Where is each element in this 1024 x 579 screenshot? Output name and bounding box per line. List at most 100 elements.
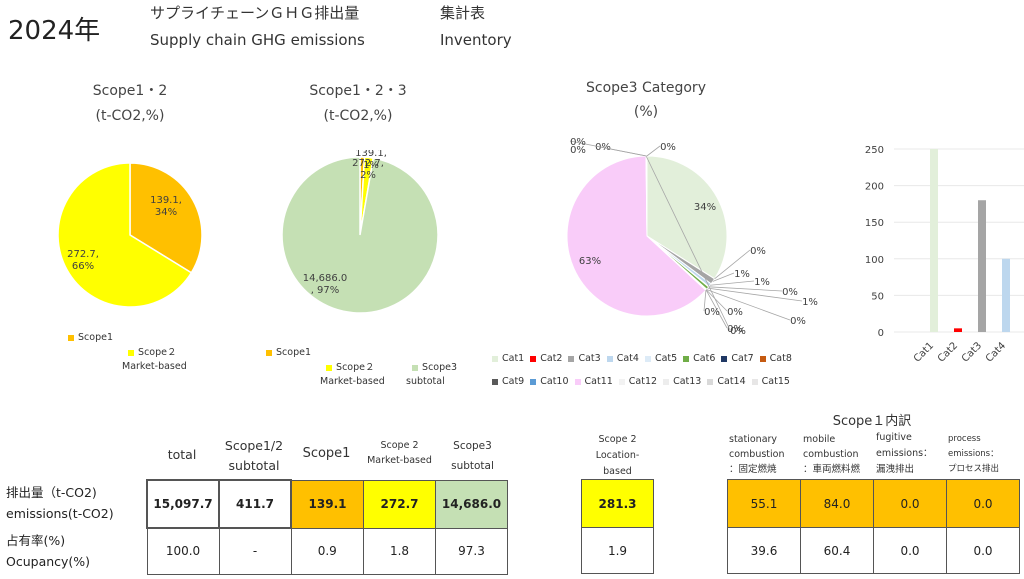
legend-item-cat1: Cat1 — [492, 349, 524, 369]
pie-label-1: 272.7, 2% — [352, 158, 384, 181]
pie-label-0-line: 1% — [363, 160, 379, 171]
chart3-title: Scope3 Category — [586, 80, 706, 96]
scope1-breakdown-table: 55.1 84.0 0.0 0.0 39.6 60.4 0.0 0.0 — [727, 479, 1020, 574]
category-label-cat5-line: 0% — [782, 287, 798, 298]
legend-item-cat2: Cat2 — [530, 349, 562, 369]
pie-label-1-line: 66% — [72, 261, 94, 272]
cell-scope12-emissions: 411.7 — [218, 479, 292, 529]
title-en: Supply chain GHG emissions — [150, 31, 365, 49]
leader-line — [705, 289, 728, 329]
sheet-en: Inventory — [440, 31, 512, 49]
leader-line — [646, 145, 661, 157]
legend-label: Scope1 — [276, 347, 311, 358]
legend-swatch — [326, 364, 333, 371]
legend-item-cat12: Cat12 — [618, 372, 657, 392]
legend-item-cat10: Cat10 — [530, 372, 569, 392]
pie-label-2: 14,686.0, 97% — [303, 273, 348, 296]
leader-line — [705, 289, 728, 312]
category-label-cat8-line: 0% — [727, 307, 743, 318]
pie-slice-1 — [57, 162, 193, 308]
category-label-cat14: 0% — [570, 137, 586, 148]
legend-label: Cat4 — [616, 353, 639, 364]
pie-label-0: 139.1, 1% — [355, 150, 387, 171]
legend-item-cat3: Cat3 — [568, 349, 601, 369]
x-tick-label: Cat3 — [960, 340, 984, 364]
header-process: process emissions： プロセス排出 — [948, 434, 1000, 474]
legend-item-cat11: Cat11 — [574, 372, 613, 392]
legend-label: Cat13 — [673, 376, 702, 387]
chart2-legend-scope2: Scope２ Market-based — [320, 347, 385, 389]
legend-swatch — [606, 355, 613, 362]
row-label-emissions-en: emissions(t-CO2) — [6, 506, 114, 521]
category-label-cat4-line: 1% — [754, 277, 770, 288]
legend-label: Cat6 — [693, 353, 716, 364]
cell-scope3-occupancy: 97.3 — [435, 527, 508, 575]
x-tick-label: Cat1 — [912, 340, 936, 364]
cell-scope2-occupancy: 1.8 — [363, 527, 436, 575]
legend-item-cat4: Cat4 — [606, 349, 639, 369]
leader-line — [703, 290, 707, 312]
leader-line — [569, 140, 647, 157]
category-label-cat15: 0% — [660, 142, 676, 153]
category-label-cat5: 0% — [782, 287, 798, 298]
chart2-pie: 139.1, 1%272.7, 2% 14,686.0, 97% — [281, 150, 439, 314]
cell-mobile-occupancy: 60.4 — [800, 527, 874, 574]
legend-swatch — [530, 355, 537, 362]
chart1-legend-scope2: Scope２ Market-based — [122, 332, 187, 374]
legend-label: Scope２ Market-based — [122, 347, 187, 372]
category-label-cat10: 0% — [704, 307, 720, 318]
breakdown-occupancy-row: 39.6 60.4 0.0 0.0 — [727, 527, 1020, 574]
location-occupancy-row: 1.9 — [581, 527, 654, 574]
y-tick-label: 250 — [865, 145, 884, 156]
cell-scope1-emissions: 139.1 — [290, 479, 364, 529]
category-label-cat11: 63% — [579, 256, 601, 267]
cell-process-emissions: 0.0 — [946, 479, 1020, 528]
legend-swatch — [707, 378, 714, 385]
category-label-cat11-line: 63% — [579, 256, 601, 267]
chart3-legend: Cat1 Cat2 Cat3 Cat4 Cat5 Cat6 Cat7 Cat8 Cat9 Cat1… — [492, 346, 802, 392]
legend-label: Cat7 — [731, 353, 754, 364]
leader-line — [708, 286, 783, 292]
leader-line — [710, 280, 755, 286]
y-tick-label: 200 — [865, 182, 884, 193]
cell-fugitive-occupancy: 0.0 — [873, 527, 947, 574]
sheet-jp: 集計表 — [440, 4, 486, 22]
legend-label: Cat14 — [717, 376, 746, 387]
category-label-cat7-line: 0% — [790, 316, 806, 327]
pie-label-0-line: 34% — [155, 207, 177, 218]
breakdown-emissions-row: 55.1 84.0 0.0 0.0 — [727, 479, 1020, 528]
legend-swatch — [721, 355, 728, 362]
bar-cat3 — [978, 200, 986, 332]
legend-label: Cat1 — [502, 353, 525, 364]
legend-label: Scope3 subtotal — [406, 362, 458, 387]
category-label-cat1-line: 34% — [694, 202, 716, 213]
pie-label-2-line: , 97% — [311, 285, 340, 296]
category-label-cat12-line: 0% — [730, 326, 746, 337]
legend-swatch — [644, 355, 651, 362]
category-label-cat6-line: 1% — [802, 297, 818, 308]
category-label-cat2-line: 0% — [750, 246, 766, 257]
pie-label-0-line: 139.1, — [150, 195, 182, 206]
category-label-cat3-line: 1% — [734, 269, 750, 280]
legend-item-cat13: Cat13 — [663, 372, 701, 392]
location-emissions-row: 281.3 — [581, 479, 654, 528]
cell-process-occupancy: 0.0 — [946, 527, 1020, 574]
location-table: 281.3 1.9 — [581, 479, 654, 574]
leader-line — [712, 272, 735, 282]
year-label: 2024年 — [8, 16, 101, 46]
category-label-cat12-top-line: 0% — [570, 145, 586, 156]
category-label-cat12: 0% — [730, 326, 746, 337]
cell-stationary-emissions: 55.1 — [727, 479, 801, 528]
chart2-subtitle: (t-CO2,%) — [323, 108, 393, 124]
cell-total-emissions: 15,097.7 — [146, 479, 220, 529]
leader-line — [714, 249, 751, 280]
legend-label: Cat2 — [540, 353, 563, 364]
header-scope2-market: Scope 2 Market-based — [367, 440, 432, 466]
legend-swatch — [128, 349, 135, 356]
legend-label: Cat8 — [769, 353, 792, 364]
y-tick-label: 50 — [871, 291, 884, 302]
scope1-breakdown-title: Scope１内訳 — [832, 414, 912, 429]
cell-total-occupancy: 100.0 — [146, 527, 220, 575]
category-label-cat12-top: 0% — [570, 145, 586, 156]
leader-line — [707, 287, 803, 302]
